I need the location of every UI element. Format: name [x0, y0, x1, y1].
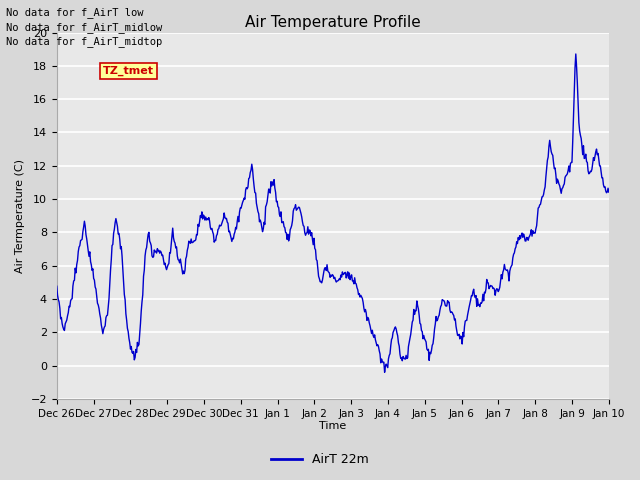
Text: No data for f_AirT_midlow: No data for f_AirT_midlow [6, 22, 163, 33]
Text: No data for f_AirT_midtop: No data for f_AirT_midtop [6, 36, 163, 47]
Text: No data for f_AirT low: No data for f_AirT low [6, 7, 144, 18]
Title: Air Temperature Profile: Air Temperature Profile [245, 15, 420, 30]
X-axis label: Time: Time [319, 421, 346, 432]
Legend: AirT 22m: AirT 22m [266, 448, 374, 471]
Y-axis label: Air Termperature (C): Air Termperature (C) [15, 159, 25, 273]
Text: TZ_tmet: TZ_tmet [103, 66, 154, 76]
